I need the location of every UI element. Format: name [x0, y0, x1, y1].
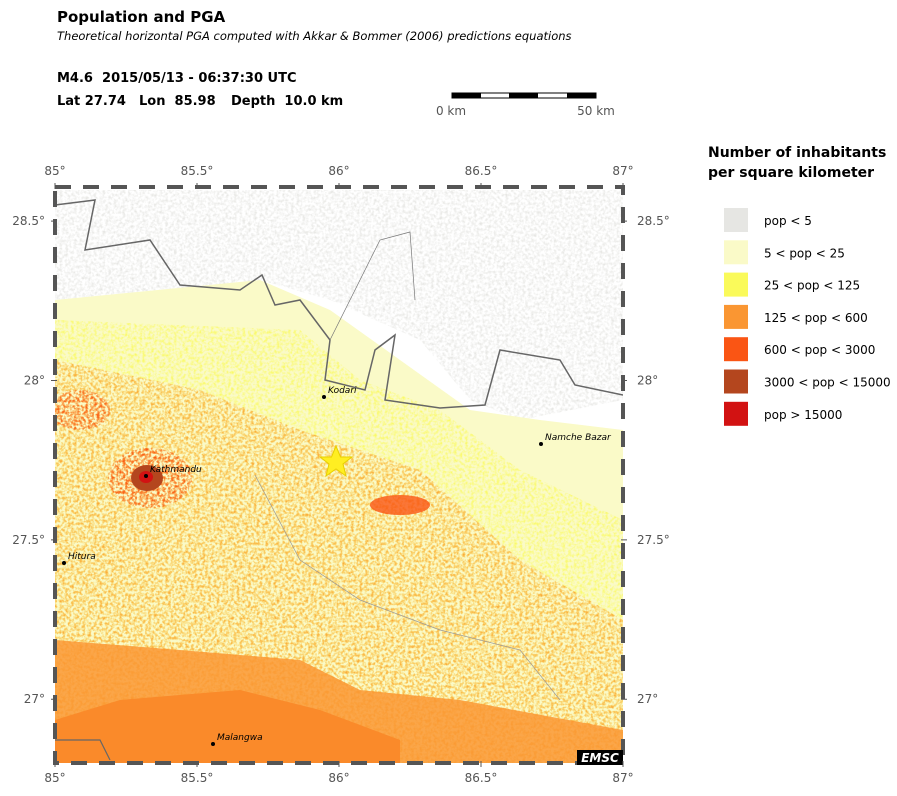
- legend-swatch: [724, 240, 748, 265]
- lat-tick-label: 27.5°: [12, 533, 45, 547]
- legend-title: per square kilometer: [708, 165, 874, 181]
- lat-tick-label: 28°: [637, 373, 658, 387]
- lon-tick-label: 85°: [44, 771, 65, 785]
- population-map: [55, 187, 623, 763]
- legend-title: Number of inhabitants: [708, 145, 886, 161]
- lat-tick-label: 27.5°: [637, 533, 670, 547]
- lon-tick-label: 87°: [612, 771, 633, 785]
- latitude: Lat 27.74: [57, 94, 126, 109]
- lon-tick-label: 86.5°: [465, 771, 498, 785]
- legend-label: 3000 < pop < 15000: [764, 376, 891, 390]
- legend-label: pop > 15000: [764, 408, 842, 422]
- legend: pop < 5 5 < pop < 25 25 < pop < 125 125 < p…: [724, 208, 891, 426]
- lat-tick-label: 28°: [24, 373, 45, 387]
- city-label: Hitura: [68, 552, 96, 562]
- city-markers: [62, 395, 543, 746]
- scale-start: 0 km: [436, 104, 466, 118]
- axis-ticks: 85° 85° 85.5° 85.5° 86° 86° 86.5° 86.5° 87° 87° 28…: [12, 164, 669, 785]
- legend-swatch: [724, 272, 748, 297]
- subtitle: Theoretical horizontal PGA computed with…: [57, 29, 572, 43]
- legend-swatch: [724, 208, 748, 232]
- legend-label: 5 < pop < 25: [764, 246, 845, 260]
- depth: Depth 10.0 km: [231, 94, 343, 109]
- legend-swatch: [724, 304, 748, 329]
- lon-tick-label: 85°: [44, 164, 65, 178]
- lon-tick-label: 86°: [328, 164, 349, 178]
- credit-box: [577, 750, 623, 765]
- lat-tick-label: 28.5°: [12, 214, 45, 228]
- legend-swatch: [724, 369, 748, 394]
- legend-label: 125 < pop < 600: [764, 311, 868, 325]
- legend-label: 600 < pop < 3000: [764, 343, 875, 357]
- longitude: Lon 85.98: [139, 94, 216, 109]
- lon-tick-label: 86°: [328, 771, 349, 785]
- legend-swatch: [724, 337, 748, 362]
- city-label: Kathmandu: [150, 465, 202, 475]
- lat-tick-label: 27°: [637, 692, 658, 706]
- lat-tick-label: 28.5°: [637, 214, 670, 228]
- lon-tick-label: 87°: [612, 164, 633, 178]
- scale-bar: [451, 92, 597, 99]
- credit: EMSC: [581, 751, 619, 765]
- lon-tick-label: 85.5°: [181, 771, 214, 785]
- title: Population and PGA: [57, 8, 226, 26]
- city-label: Kodari: [328, 386, 357, 396]
- lat-tick-label: 27°: [24, 692, 45, 706]
- lon-tick-label: 86.5°: [465, 164, 498, 178]
- lon-tick-label: 85.5°: [181, 164, 214, 178]
- legend-label: 25 < pop < 125: [764, 279, 860, 293]
- legend-label: pop < 5: [764, 214, 812, 228]
- event: M4.6 2015/05/13 - 06:37:30 UTC: [57, 71, 296, 86]
- epicenter: [318, 444, 354, 478]
- city-label: Malangwa: [217, 733, 263, 743]
- legend-swatch: [724, 401, 748, 426]
- scale-end: 50 km: [577, 104, 615, 118]
- city-label: Namche Bazar: [545, 433, 612, 443]
